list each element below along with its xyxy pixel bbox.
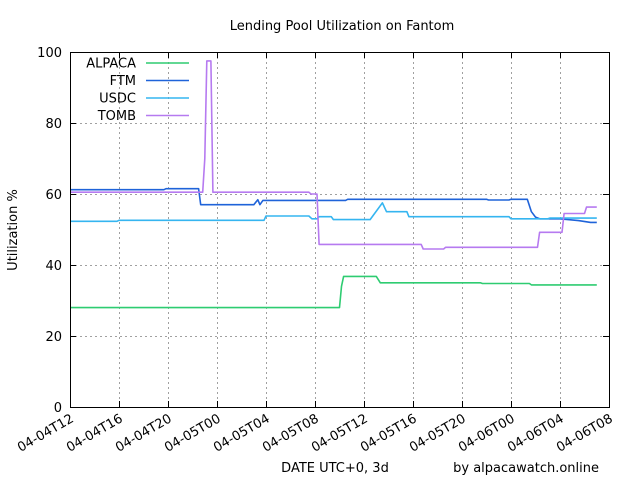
series-line-usdc: [70, 202, 597, 223]
x-tick-label-11: 04-06T08: [554, 411, 615, 455]
y-tick-label-2: 40: [45, 259, 62, 274]
y-tick-label-4: 80: [45, 117, 62, 132]
y-axis-label: Utilization %: [6, 189, 21, 271]
y-tick-label-1: 20: [45, 330, 62, 345]
chart-title: Lending Pool Utilization on Fantom: [230, 19, 455, 34]
legend: ALPACA FTM USDC TOMB: [86, 57, 189, 124]
plot-frame: [70, 52, 610, 408]
y-tick-label-3: 60: [45, 188, 62, 203]
grid-lines: [70, 52, 609, 407]
y-tick-label-0: 0: [54, 401, 62, 416]
legend-label-ftm: FTM: [110, 74, 136, 89]
y-tick-label-5: 100: [37, 46, 62, 61]
series-lines: [70, 60, 597, 309]
legend-label-alpaca: ALPACA: [86, 57, 136, 72]
series-line-tomb: [70, 60, 597, 250]
series-line-alpaca: [70, 275, 597, 309]
credit-text: by alpacawatch.online: [453, 461, 599, 476]
series-line-ftm: [70, 187, 597, 224]
legend-label-tomb: TOMB: [97, 109, 136, 124]
x-axis-label: DATE UTC+0, 3d: [281, 461, 389, 476]
legend-label-usdc: USDC: [99, 92, 136, 107]
